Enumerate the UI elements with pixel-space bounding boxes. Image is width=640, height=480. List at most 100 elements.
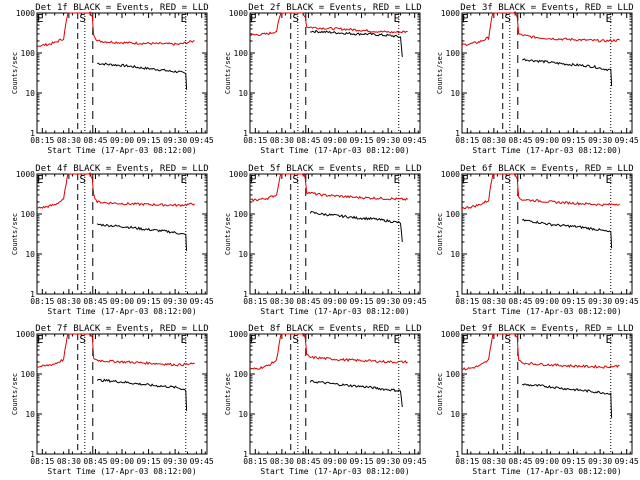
x-tick-label: 09:00	[323, 136, 347, 145]
x-tick-label: 09:30	[588, 457, 612, 466]
x-tick-label: 08:15	[455, 136, 479, 145]
marker-label-e-end: E	[605, 173, 612, 186]
y-tick-label: 10	[25, 89, 35, 98]
series-events-line	[309, 210, 403, 243]
y-tick-label: 10	[25, 250, 35, 259]
y-axis-label: Counts/sec	[436, 373, 444, 415]
x-tick-label: 09:15	[137, 297, 161, 306]
x-tick-label: 08:15	[243, 136, 267, 145]
y-tick-label: 100	[446, 210, 461, 219]
x-axis-label: Start Time (17-Apr-03 08:12:00)	[260, 467, 409, 476]
panel-4: Det 4f BLACK = Events, RED = LLD 1 10 100 10…	[11, 164, 214, 316]
y-tick-label: 1	[455, 129, 460, 138]
y-tick-label: 100	[446, 49, 461, 58]
plot-frame	[249, 12, 421, 134]
marker-label-e-end: E	[180, 333, 187, 346]
x-tick-label: 09:15	[137, 136, 161, 145]
y-tick-label: 100	[234, 370, 249, 379]
x-tick-label: 08:15	[30, 136, 54, 145]
marker-label-e-end: E	[393, 12, 400, 25]
x-axis-label: Start Time (17-Apr-03 08:12:00)	[47, 467, 196, 476]
x-tick-label: 08:45	[508, 136, 532, 145]
x-tick-label: 08:15	[455, 297, 479, 306]
plot-frame	[36, 333, 208, 455]
x-tick-label: 09:15	[137, 457, 161, 466]
x-axis-label: Start Time (17-Apr-03 08:12:00)	[47, 307, 196, 316]
panel-9: Det 9f BLACK = Events, RED = LLD 1 10 100 10…	[436, 324, 639, 476]
marker-label-e-start: E	[37, 333, 44, 346]
marker-label-e-end: E	[180, 12, 187, 25]
panel-5: Det 5f BLACK = Events, RED = LLD 1 10 100 10…	[224, 164, 427, 316]
panel-3: Det 3f BLACK = Events, RED = LLD 1 10 100 10…	[436, 3, 639, 155]
x-tick-label: 09:30	[588, 297, 612, 306]
marker-label-e-start: E	[462, 173, 469, 186]
marker-label-e-start: E	[250, 173, 257, 186]
panel-title: Det 9f BLACK = Events, RED = LLD	[460, 324, 633, 334]
x-tick-label: 08:15	[30, 457, 54, 466]
marker-label-e-start: E	[37, 12, 44, 25]
x-tick-label: 08:45	[296, 297, 320, 306]
plot-frame	[249, 333, 421, 455]
x-tick-label: 09:00	[110, 457, 134, 466]
x-tick-label: 09:45	[190, 297, 214, 306]
y-tick-label: 10	[450, 89, 460, 98]
x-tick-label: 09:30	[588, 136, 612, 145]
plot-frame	[461, 12, 633, 134]
x-tick-label: 08:30	[270, 136, 294, 145]
marker-label-e-start: E	[37, 173, 44, 186]
series-lld-line	[249, 12, 408, 37]
series-lld-line	[36, 171, 195, 209]
y-tick-label: 1	[243, 450, 248, 459]
x-tick-label: 09:15	[562, 136, 586, 145]
x-axis-label: Start Time (17-Apr-03 08:12:00)	[47, 146, 196, 155]
x-axis-label: Start Time (17-Apr-03 08:12:00)	[472, 467, 621, 476]
y-axis-label: Counts/sec	[11, 373, 19, 415]
x-tick-label: 09:45	[615, 136, 639, 145]
series-events-line	[97, 62, 188, 90]
y-tick-label: 100	[446, 370, 461, 379]
y-tick-label: 1	[30, 450, 35, 459]
x-axis-label: Start Time (17-Apr-03 08:12:00)	[472, 307, 621, 316]
y-tick-label: 1000	[441, 170, 460, 179]
series-lld-line	[249, 173, 408, 202]
x-tick-label: 08:30	[270, 457, 294, 466]
y-tick-label: 1000	[16, 330, 35, 339]
panel-7: Det 7f BLACK = Events, RED = LLD 1 10 100 10…	[11, 324, 214, 476]
x-tick-label: 09:30	[163, 297, 187, 306]
y-tick-label: 10	[450, 250, 460, 259]
panel-title: Det 1f BLACK = Events, RED = LLD	[35, 3, 208, 13]
panel-8: Det 8f BLACK = Events, RED = LLD 1 10 100 10…	[224, 324, 427, 476]
series-events-line	[521, 218, 613, 249]
y-tick-label: 100	[234, 49, 249, 58]
series-lld-line	[461, 10, 620, 47]
y-tick-label: 10	[25, 410, 35, 419]
panel-6: Det 6f BLACK = Events, RED = LLD 1 10 100 10…	[436, 164, 639, 316]
x-axis-label: Start Time (17-Apr-03 08:12:00)	[260, 146, 409, 155]
x-tick-label: 08:30	[270, 297, 294, 306]
y-tick-label: 1	[30, 129, 35, 138]
x-tick-label: 09:15	[350, 297, 374, 306]
y-tick-label: 1	[455, 450, 460, 459]
x-tick-label: 09:15	[350, 136, 374, 145]
x-tick-label: 08:15	[30, 297, 54, 306]
y-tick-label: 1000	[16, 170, 35, 179]
series-events-line	[309, 380, 403, 408]
x-tick-label: 08:45	[508, 297, 532, 306]
x-tick-label: 09:45	[190, 457, 214, 466]
marker-label-e-start: E	[250, 12, 257, 25]
y-tick-label: 10	[238, 250, 248, 259]
y-tick-label: 1000	[441, 330, 460, 339]
marker-label-s: S	[79, 333, 86, 346]
series-events-line	[521, 383, 613, 418]
y-axis-label: Counts/sec	[11, 52, 19, 94]
x-tick-label: 09:45	[403, 297, 427, 306]
marker-label-s: S	[504, 333, 511, 346]
marker-label-e-start: E	[462, 333, 469, 346]
panel-title: Det 4f BLACK = Events, RED = LLD	[35, 164, 208, 174]
x-tick-label: 08:15	[455, 457, 479, 466]
x-tick-label: 08:45	[83, 297, 107, 306]
x-tick-label: 08:30	[482, 136, 506, 145]
x-tick-label: 09:00	[323, 297, 347, 306]
y-axis-label: Counts/sec	[224, 213, 232, 255]
